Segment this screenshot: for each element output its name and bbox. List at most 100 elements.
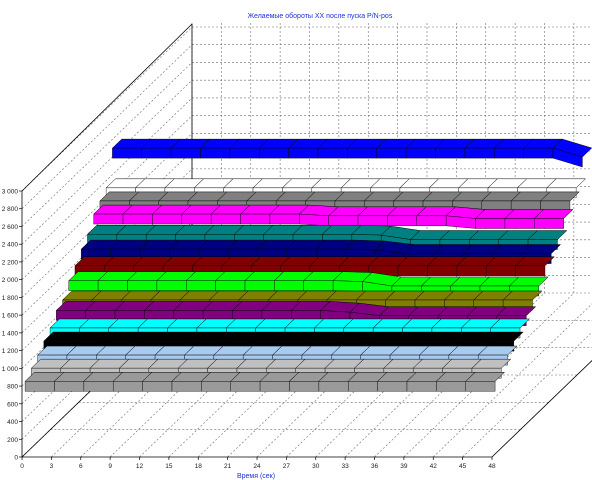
ribbon-face: [427, 265, 458, 276]
grid-line: [21, 44, 193, 209]
ribbon-face: [83, 381, 114, 392]
x-tick-label: 0: [20, 463, 24, 470]
ribbon-face: [534, 218, 564, 229]
grid-line: [21, 97, 193, 263]
y-tick-label: 2 600: [2, 224, 19, 231]
ribbon-face: [552, 147, 583, 168]
ribbon-face: [240, 213, 271, 225]
ribbon-face: [97, 280, 128, 291]
x-tick-label: 30: [312, 463, 320, 470]
series-ribbon: [68, 271, 549, 297]
ribbon-face: [397, 265, 428, 276]
ribbon-face: [112, 147, 142, 159]
grid-line: [21, 150, 193, 316]
ribbon-face: [303, 280, 334, 291]
y-tick-label: 400: [7, 419, 18, 426]
y-tick-label: 2 400: [2, 242, 19, 249]
x-tick-label: 18: [195, 463, 203, 470]
ribbon-face: [387, 215, 418, 227]
x-tick-label: 21: [224, 463, 232, 470]
ribbon-face: [170, 147, 201, 159]
y-tick-label: 1 000: [2, 366, 19, 373]
grid-line: [21, 79, 193, 245]
grid-line: [21, 62, 193, 227]
ribbon-face: [465, 381, 496, 392]
ribbon-face: [200, 147, 231, 159]
ribbon-face: [122, 213, 153, 225]
ribbon-face: [494, 147, 524, 159]
x-axis-ticks: 0 3 6 9 12 15 18 21 24 27 30 33 36 39 42 45 48: [20, 457, 496, 470]
x-tick-label: 6: [79, 463, 83, 470]
x-tick-label: 24: [253, 463, 261, 470]
ribbon-face: [181, 213, 212, 225]
y-tick-label: 600: [7, 401, 18, 408]
y-tick-label: 800: [7, 384, 18, 391]
y-tick-label: 1 200: [2, 348, 19, 355]
y-tick-label: 1 800: [2, 295, 19, 302]
ribbon-face: [416, 215, 447, 227]
ribbon-face: [186, 280, 216, 291]
ribbon-face: [504, 218, 535, 229]
ribbon-face: [318, 381, 349, 392]
ribbon-face: [229, 147, 260, 159]
ribbon-face: [24, 381, 55, 392]
ribbon-face: [299, 213, 329, 227]
ribbon-face: [347, 147, 377, 159]
ribbon-face: [210, 213, 241, 225]
ribbon-face: [269, 213, 300, 225]
ribbon-face: [435, 147, 466, 159]
ribbon-face: [93, 213, 124, 225]
ribbon-face: [244, 280, 275, 291]
ribbon-face: [376, 147, 407, 159]
series-ribbon: [99, 191, 580, 212]
ribbon-face: [152, 213, 183, 225]
ribbon-face: [377, 381, 408, 392]
ribbon-face: [54, 381, 85, 392]
ribbon-face: [456, 265, 487, 276]
chart-ribbons: [24, 138, 592, 392]
x-tick-label: 48: [488, 463, 496, 470]
y-tick-label: 1 600: [2, 313, 19, 320]
x-tick-label: 36: [371, 463, 379, 470]
grid-line: [21, 26, 193, 192]
x-tick-label: 27: [283, 463, 291, 470]
ribbon-face: [215, 280, 246, 291]
x-tick-label: 15: [165, 463, 173, 470]
ribbon-face: [464, 147, 495, 159]
ribbon-face: [515, 265, 546, 276]
ribbon-face: [348, 381, 378, 392]
y-tick-label: 2 800: [2, 206, 19, 213]
x-tick-label: 9: [108, 463, 112, 470]
ribbon-face: [113, 381, 143, 392]
x-axis-label: Время (сек): [237, 473, 275, 480]
grid-line: [21, 133, 193, 298]
ribbon-face: [127, 280, 158, 291]
ribbon-face: [486, 265, 516, 276]
ribbon-face: [405, 147, 436, 159]
y-tick-label: 2 000: [2, 277, 19, 284]
ribbon-face: [523, 147, 554, 159]
ribbon-face: [328, 215, 359, 227]
x-tick-label: 12: [136, 463, 144, 470]
ribbon-face: [259, 381, 290, 392]
x-tick-label: 42: [430, 463, 438, 470]
x-tick-label: 45: [459, 463, 467, 470]
ribbon-face: [156, 280, 187, 291]
ribbon-face: [475, 218, 506, 229]
x-tick-label: 33: [342, 463, 350, 470]
series-ribbon: [111, 138, 592, 168]
y-tick-label: 1 400: [2, 330, 19, 337]
ribbon-face: [68, 280, 99, 291]
ribbon-face: [274, 280, 304, 291]
y-tick-label: 2 200: [2, 259, 19, 266]
series-ribbon: [93, 204, 574, 229]
y-tick-label: 3 000: [2, 189, 19, 196]
ribbon-face: [332, 280, 363, 292]
ribbon-face: [289, 381, 320, 392]
y-axis-ticks: 0 200 400 600 800 1 000 1 200 1 400 1 600 1 800 2 …: [2, 189, 22, 462]
ribbon-face: [141, 147, 172, 159]
ribbon-face: [436, 381, 466, 392]
frame-edge: [21, 23, 193, 192]
frame-edge: [491, 359, 592, 458]
